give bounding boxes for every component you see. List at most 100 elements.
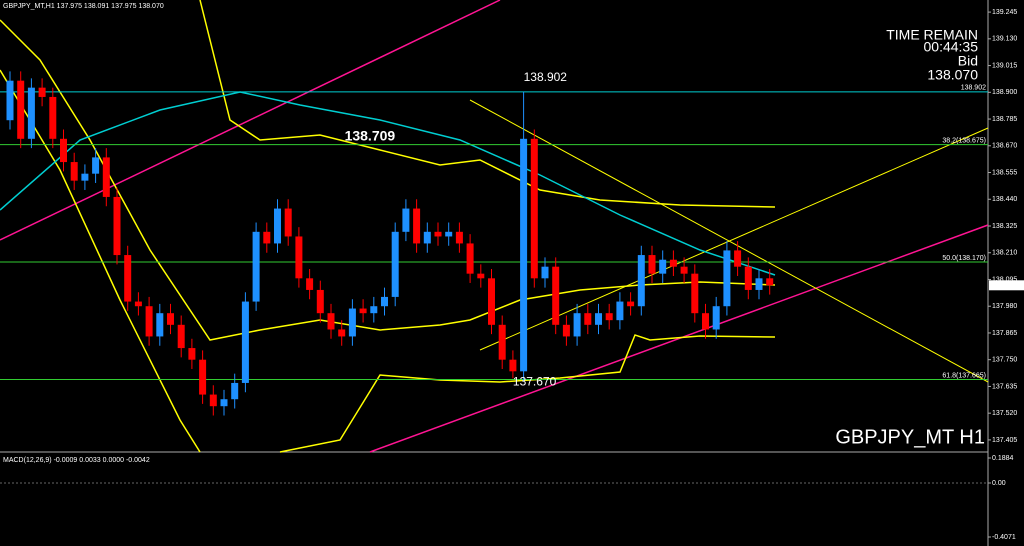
- y-tick-label: 137.405: [992, 437, 1017, 444]
- y-tick-label: 138.555: [992, 169, 1017, 176]
- candle-body: [209, 394, 217, 407]
- candle-body: [723, 250, 731, 307]
- candle-body: [17, 80, 25, 139]
- price-label: 138.070: [991, 282, 1016, 289]
- candle-body: [423, 231, 431, 244]
- band-line: [0, 69, 201, 453]
- candle-body: [680, 266, 688, 274]
- candle-body: [348, 308, 356, 337]
- y-tick-label: 138.210: [992, 250, 1017, 257]
- level-label: 138.902: [961, 85, 986, 92]
- candle-body: [509, 359, 517, 372]
- candle-body: [252, 231, 260, 302]
- candle-body: [669, 259, 677, 267]
- candle-body: [488, 278, 495, 325]
- candle-body: [274, 208, 281, 244]
- candle-body: [648, 255, 656, 274]
- candle-body: [306, 278, 314, 290]
- candle-body: [295, 236, 303, 279]
- candle-body: [659, 259, 667, 274]
- header: GBPJPY_MT,H1 137.975 138.091 137.975 138…: [3, 3, 164, 10]
- candle-body: [744, 266, 752, 290]
- trend-line: [369, 224, 989, 453]
- candle-body: [766, 278, 774, 286]
- annotation: 138.902: [524, 70, 568, 84]
- candle-body: [755, 278, 763, 290]
- y-tick-label: -0.4071: [992, 534, 1016, 541]
- y-tick-label: 139.245: [992, 9, 1017, 16]
- candle-body: [145, 306, 153, 337]
- candle-body: [231, 382, 239, 400]
- candle-body: [38, 87, 46, 97]
- macd-label: MACD(12,26,9) -0.0009 0.0033 0.0000 -0.0…: [3, 457, 150, 464]
- candle-body: [27, 87, 35, 139]
- level-label: 61.8(137.665): [942, 372, 986, 379]
- candle-body: [413, 208, 421, 244]
- y-tick-label: 0.1884: [992, 455, 1014, 462]
- candle-body: [81, 173, 89, 181]
- candle-body: [402, 208, 410, 232]
- level-label: 38.2(138.675): [942, 137, 986, 144]
- y-tick-label: 137.980: [992, 303, 1017, 310]
- annotation: 137.670: [513, 374, 557, 388]
- candle-body: [691, 273, 699, 314]
- candle-body: [573, 313, 581, 337]
- y-tick-label: 138.785: [992, 116, 1017, 123]
- candle-body: [199, 359, 207, 395]
- candle-body: [134, 301, 142, 307]
- candle-body: [102, 157, 110, 197]
- candle-body: [359, 308, 367, 314]
- y-tick-label: 137.635: [992, 383, 1017, 390]
- candle-body: [605, 313, 613, 321]
- candle-body: [263, 231, 271, 244]
- trend-line: [479, 127, 989, 351]
- y-tick-label: 138.095: [992, 276, 1017, 283]
- candle-body: [734, 250, 742, 267]
- candle-body: [498, 324, 506, 360]
- trend-line: [0, 0, 501, 241]
- candle-body: [637, 255, 645, 307]
- candle-body: [466, 243, 474, 274]
- candle-body: [327, 313, 335, 330]
- y-tick-label: 0.00: [992, 480, 1006, 487]
- candle-body: [595, 313, 602, 325]
- candle-body: [616, 301, 624, 321]
- candle-body: [6, 80, 14, 121]
- candle-body: [284, 208, 292, 237]
- candle-body: [70, 162, 78, 181]
- y-tick-label: 139.130: [992, 36, 1017, 43]
- candle-body: [552, 266, 560, 325]
- candle-body: [562, 324, 570, 337]
- candle-body: [156, 313, 164, 337]
- candle-body: [60, 138, 67, 163]
- y-tick-label: 137.750: [992, 357, 1017, 364]
- candle-body: [391, 231, 399, 297]
- info-line: Bid: [958, 53, 978, 69]
- candle-body: [167, 313, 174, 325]
- candle-body: [241, 301, 249, 383]
- candle-body: [338, 329, 346, 337]
- info-line: 138.070: [927, 67, 978, 83]
- candle-body: [455, 231, 463, 244]
- ma-line: [0, 91, 776, 276]
- candle-body: [702, 313, 709, 330]
- candle-body: [541, 266, 549, 279]
- y-tick-label: 138.670: [992, 143, 1017, 150]
- candle-body: [712, 306, 720, 330]
- candle-body: [381, 296, 388, 307]
- candle-body: [316, 289, 324, 314]
- band-line: [199, 0, 776, 208]
- candle-body: [177, 324, 185, 349]
- y-tick-label: 138.900: [992, 89, 1017, 96]
- candle-body: [627, 301, 635, 307]
- candle-body: [584, 313, 592, 325]
- candle-body: [434, 231, 442, 237]
- y-tick-label: 138.440: [992, 196, 1017, 203]
- symbol-label: GBPJPY_MT H1: [835, 426, 985, 448]
- info-line: 00:44:35: [924, 39, 979, 55]
- level-label: 50.0(138.170): [942, 255, 986, 262]
- y-tick-label: 137.865: [992, 330, 1017, 337]
